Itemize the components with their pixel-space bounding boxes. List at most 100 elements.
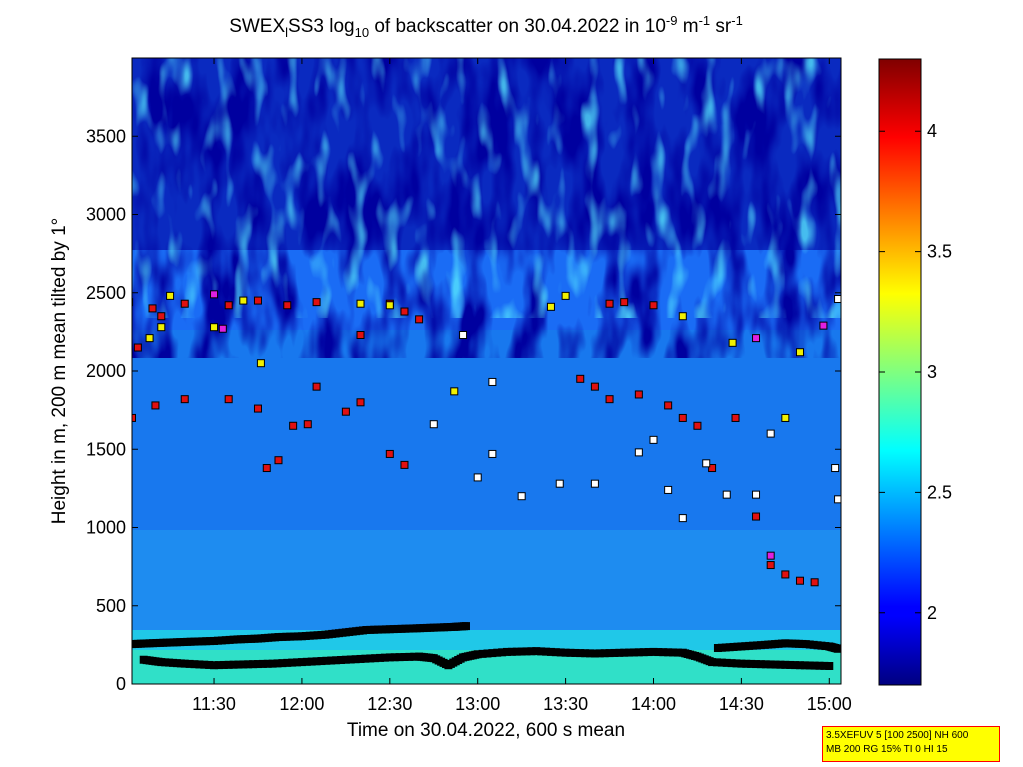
marker-layer [132, 290, 841, 671]
marker-red [157, 312, 166, 321]
marker-red [400, 460, 409, 469]
marker-magenta [752, 334, 761, 343]
marker-black [825, 662, 834, 671]
marker-red [133, 343, 142, 352]
marker-red [180, 299, 189, 308]
x-tick-label: 11:30 [192, 694, 236, 714]
marker-red [576, 374, 585, 383]
marker-magenta [210, 290, 219, 299]
marker-red [289, 421, 298, 430]
marker-black [461, 622, 470, 631]
marker-yellow [157, 323, 166, 332]
x-tick-label: 13:00 [455, 694, 500, 714]
marker-red [262, 464, 271, 473]
marker-white [634, 448, 643, 457]
marker-yellow [795, 348, 804, 357]
colorbar-tick-label: 3 [927, 362, 937, 382]
marker-magenta [218, 324, 227, 333]
marker-yellow [356, 299, 365, 308]
y-tick-label: 3000 [86, 205, 126, 225]
marker-white [831, 464, 840, 473]
marker-yellow [781, 413, 790, 422]
marker-white [488, 449, 497, 458]
marker-red [151, 401, 160, 410]
x-tick-label: 14:00 [631, 694, 676, 714]
marker-white [766, 429, 775, 438]
x-axis: 11:30 12:00 12:30 13:00 13:30 14:00 14:30 15:00 [192, 58, 852, 714]
y-tick-label: 2500 [86, 283, 126, 303]
marker-white [459, 331, 468, 340]
x-tick-label: 15:00 [807, 694, 852, 714]
marker-red [148, 304, 157, 313]
marker-red [605, 299, 614, 308]
marker-white [702, 459, 711, 468]
marker-red [620, 298, 629, 307]
marker-red [781, 570, 790, 579]
marker-red [224, 395, 233, 404]
colorbar-tick-label: 4 [927, 121, 937, 141]
info-line-2: MB 200 RG 15% TI 0 HI 15 [826, 744, 948, 755]
marker-red [312, 382, 321, 391]
x-axis-label: Time on 30.04.2022, 600 s mean [347, 720, 625, 741]
processing-info-box: 3.5XEFUV 5 [100 2500] NH 600 MB 200 RG 1… [822, 726, 1000, 762]
y-tick-label: 500 [96, 596, 126, 616]
y-tick-label: 0 [116, 674, 126, 694]
marker-red [274, 456, 283, 465]
marker-yellow [450, 387, 459, 396]
marker-white [834, 295, 841, 304]
marker-red [766, 561, 775, 570]
marker-red [312, 298, 321, 307]
x-tick-label: 13:30 [543, 694, 588, 714]
marker-yellow [145, 334, 154, 343]
marker-white [555, 479, 564, 488]
marker-red [400, 307, 409, 316]
marker-red [253, 296, 262, 305]
marker-white [429, 420, 438, 429]
y-tick-label: 1500 [86, 439, 126, 459]
marker-red [132, 413, 136, 422]
marker-red [253, 404, 262, 413]
marker-red [356, 331, 365, 340]
marker-white [590, 479, 599, 488]
marker-magenta [819, 321, 828, 330]
colorbar-tick-label: 3.5 [927, 242, 952, 262]
x-tick-label: 12:30 [367, 694, 412, 714]
marker-yellow [166, 291, 175, 300]
marker-red [678, 413, 687, 422]
colorbar [879, 59, 921, 685]
marker-red [590, 382, 599, 391]
marker-white [488, 377, 497, 386]
marker-red [356, 398, 365, 407]
marker-yellow [561, 291, 570, 300]
colorbar-tick-label: 2 [927, 603, 937, 623]
marker-red [634, 390, 643, 399]
marker-red [283, 301, 292, 310]
marker-red [693, 421, 702, 430]
marker-white [678, 514, 687, 523]
y-axis: 0 500 1000 1500 2000 2500 3000 3500 [86, 126, 841, 694]
y-tick-label: 3500 [86, 126, 126, 146]
marker-white [473, 473, 482, 482]
marker-white [752, 490, 761, 499]
marker-white [649, 435, 658, 444]
marker-yellow [385, 301, 394, 310]
marker-red [649, 301, 658, 310]
y-tick-label: 1000 [86, 518, 126, 538]
marker-red [664, 401, 673, 410]
y-tick-label: 2000 [86, 361, 126, 381]
marker-red [415, 315, 424, 324]
info-line-1: 3.5XEFUV 5 [100 2500] NH 600 [826, 730, 969, 741]
marker-red [810, 578, 819, 587]
marker-black [834, 644, 841, 653]
marker-white [664, 485, 673, 494]
x-tick-label: 14:30 [719, 694, 764, 714]
marker-red [385, 449, 394, 458]
marker-yellow [210, 323, 219, 332]
marker-yellow [239, 296, 248, 305]
marker-magenta [766, 551, 775, 560]
marker-red [731, 413, 740, 422]
marker-yellow [678, 312, 687, 321]
marker-yellow [256, 359, 265, 368]
colorbar-tick-label: 2.5 [927, 482, 952, 502]
